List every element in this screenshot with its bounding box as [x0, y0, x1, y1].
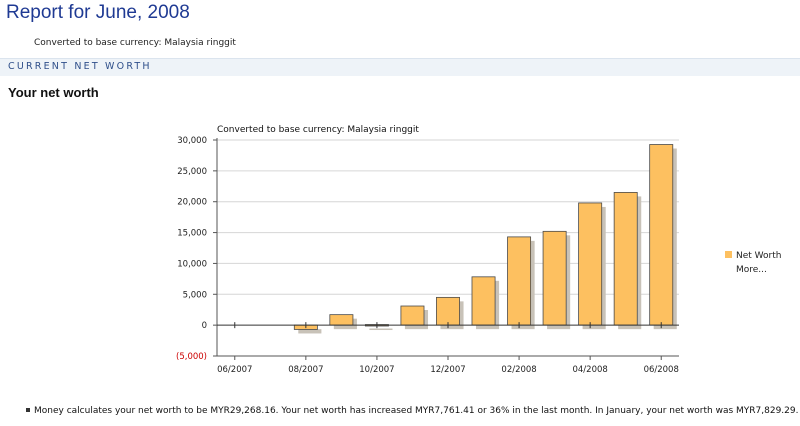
chart-legend: Net Worth More... [725, 251, 781, 275]
x-tick-label: 10/2007 [359, 365, 394, 375]
bar-net-worth [436, 296, 460, 326]
x-axis-labels: 06/2007 08/2007 10/2007 12/2007 02/2008 04/20… [217, 365, 679, 375]
y-tick-label: 30,000 [177, 136, 207, 146]
y-tick-label: 15,000 [177, 229, 207, 239]
x-tick-label: 02/2008 [501, 365, 536, 375]
summary-sentence: Money calculates your net worth to be MY… [34, 406, 799, 416]
bullet-icon [26, 407, 30, 412]
y-tick-label: (5,000) [176, 352, 207, 362]
bar-shadow [298, 329, 322, 334]
bar-net-worth [578, 202, 603, 326]
bar-net-worth [471, 276, 496, 326]
bar-shadow [369, 328, 393, 331]
y-tick-label: 25,000 [177, 167, 207, 177]
report-title: Report for June, 2008 [6, 2, 190, 23]
bar-net-worth [613, 192, 638, 326]
section-title: CURRENT NET WORTH [8, 61, 152, 72]
net-worth-chart: Converted to base currency: Malaysia rin… [0, 110, 800, 400]
legend-label-net-worth: Net Worth [736, 251, 781, 261]
chart-canvas: Converted to base currency: Malaysia rin… [176, 125, 781, 375]
currency-note: Converted to base currency: Malaysia rin… [34, 38, 236, 48]
y-tick-label: 0 [202, 321, 207, 331]
bar-net-worth [329, 314, 354, 326]
y-tick-label: 10,000 [177, 259, 207, 269]
x-tick-label: 08/2007 [288, 365, 323, 375]
x-tick-label: 12/2007 [430, 365, 465, 375]
chart-axes [216, 138, 679, 360]
x-tick-label: 06/2007 [217, 365, 252, 375]
chart-bars [293, 144, 677, 334]
y-axis-labels: 30,000 25,000 20,000 15,000 10,000 5,000 0 (5,0… [176, 136, 207, 362]
x-tick-label: 04/2008 [572, 365, 607, 375]
y-tick-label: 20,000 [177, 198, 207, 208]
section-header-bar: CURRENT NET WORTH [0, 58, 800, 76]
y-tick-label: 5,000 [183, 290, 207, 300]
bar-net-worth [542, 230, 567, 326]
bar-net-worth [649, 144, 674, 326]
x-tick-label: 06/2008 [644, 365, 679, 375]
legend-more-link[interactable]: More... [736, 265, 767, 275]
summary-text: Money calculates your net worth to be MY… [26, 406, 798, 416]
net-worth-heading: Your net worth [8, 85, 99, 100]
bar-net-worth [400, 305, 425, 326]
legend-swatch-net-worth [725, 251, 732, 258]
bar-net-worth [507, 236, 532, 326]
chart-title: Converted to base currency: Malaysia rin… [217, 125, 419, 135]
